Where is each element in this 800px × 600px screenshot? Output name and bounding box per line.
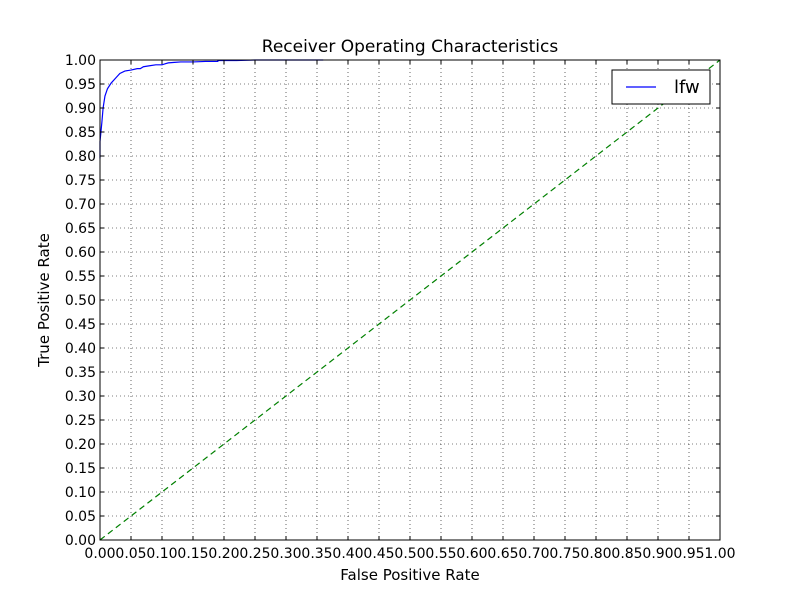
y-tick-label: 0.10: [65, 485, 96, 501]
y-tick-label: 1.00: [65, 53, 96, 69]
y-tick-label: 0.65: [65, 221, 96, 237]
x-tick-label: 0.45: [363, 546, 394, 562]
x-tick-label: 0.25: [239, 546, 270, 562]
legend-label-lfw: lfw: [674, 77, 700, 98]
y-tick-label: 0.00: [65, 533, 96, 549]
x-tick-label: 0.80: [580, 546, 611, 562]
y-tick-label: 0.75: [65, 173, 96, 189]
x-tick-label: 0.60: [456, 546, 487, 562]
series-line-reference: [99, 59, 721, 541]
x-tick-label: 0.70: [518, 546, 549, 562]
x-tick-label: 0.55: [425, 546, 456, 562]
x-tick-label: 0.30: [270, 546, 301, 562]
x-tick-label: 0.00: [84, 546, 115, 562]
y-tick-label: 0.95: [65, 77, 96, 93]
x-tick-label: 0.85: [611, 546, 642, 562]
y-tick-label: 0.90: [65, 101, 96, 117]
x-tick-label: 0.75: [549, 546, 580, 562]
y-tick-label: 0.40: [65, 341, 96, 357]
y-tick-label: 0.45: [65, 317, 96, 333]
y-tick-label: 0.80: [65, 149, 96, 165]
ticks: [99, 59, 721, 541]
y-axis-label: True Positive Rate: [35, 233, 53, 368]
x-tick-label: 0.50: [394, 546, 425, 562]
y-tick-label: 0.50: [65, 293, 96, 309]
y-tick-label: 0.60: [65, 245, 96, 261]
y-tick-label: 0.55: [65, 269, 96, 285]
legend: lfw: [611, 69, 711, 105]
y-tick-label: 0.15: [65, 461, 96, 477]
series-layer: [99, 59, 721, 541]
series-line-lfw: [99, 59, 324, 159]
y-tick-label: 0.25: [65, 413, 96, 429]
y-tick-labels: 0.00 0.05 0.10 0.15 0.20 0.25 0.30 0.35 0.40 0.45…: [65, 53, 96, 549]
x-tick-label: 0.10: [146, 546, 177, 562]
x-tick-label: 0.40: [332, 546, 363, 562]
x-axis-label: False Positive Rate: [340, 566, 479, 584]
x-tick-label: 0.05: [115, 546, 146, 562]
y-tick-label: 0.30: [65, 389, 96, 405]
y-tick-label: 0.20: [65, 437, 96, 453]
y-tick-label: 0.05: [65, 509, 96, 525]
y-tick-label: 0.35: [65, 365, 96, 381]
x-tick-label: 0.35: [301, 546, 332, 562]
x-tick-label: 0.15: [177, 546, 208, 562]
y-tick-label: 0.85: [65, 125, 96, 141]
x-tick-labels: 0.00 0.05 0.10 0.15 0.20 0.25 0.30 0.35 0.40 0.45…: [84, 546, 735, 562]
x-tick-label: 0.65: [487, 546, 518, 562]
x-tick-label: 0.95: [673, 546, 704, 562]
x-tick-label: 1.00: [704, 546, 735, 562]
x-tick-label: 0.90: [642, 546, 673, 562]
grid: [100, 60, 720, 540]
y-tick-label: 0.70: [65, 197, 96, 213]
chart-title: Receiver Operating Characteristics: [262, 37, 559, 57]
x-tick-label: 0.20: [208, 546, 239, 562]
